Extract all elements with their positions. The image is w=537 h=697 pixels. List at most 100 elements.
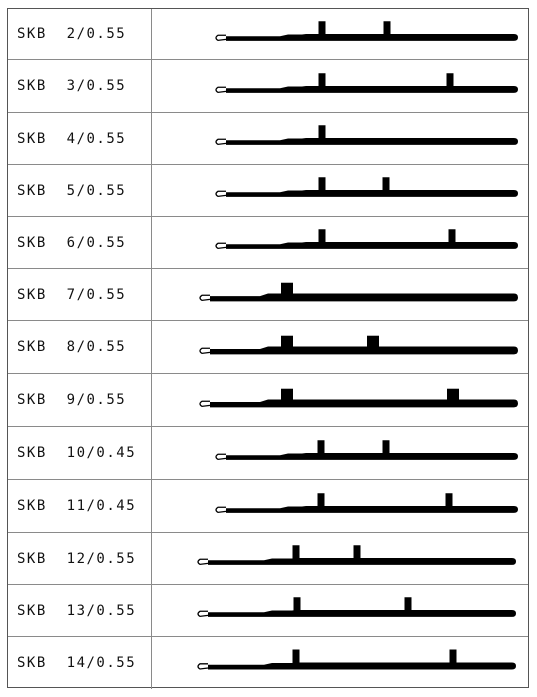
needle-row: SKB 8/0.55 [8, 321, 528, 374]
needle-label-cell: SKB 4/0.55 [8, 113, 152, 164]
needle-hook [199, 400, 211, 408]
needle-label-cell: SKB 9/0.55 [8, 374, 152, 426]
needle-shaft [226, 506, 518, 513]
needle-model-label: SKB 10/0.45 [17, 445, 137, 461]
needle-row: SKB 5/0.55 [8, 165, 528, 217]
needle-drawing [199, 335, 518, 355]
needle-butt [317, 440, 325, 454]
needle-butt [318, 21, 326, 35]
needle-butt [317, 493, 325, 507]
needle-drawing [199, 282, 518, 302]
needle-butt [318, 125, 326, 139]
needle-row: SKB 4/0.55 [8, 113, 528, 165]
needle-hook [215, 242, 227, 250]
needle-shaft [208, 610, 516, 617]
needle-hook [197, 558, 209, 566]
needle-model-label: SKB 14/0.55 [17, 655, 137, 671]
needle-butt [292, 649, 300, 664]
needle-label-cell: SKB 2/0.55 [8, 9, 152, 59]
needle-drawing [215, 125, 518, 146]
needle-drawing [197, 545, 516, 566]
needle-hook [199, 347, 211, 355]
needle-label-cell: SKB 3/0.55 [8, 60, 152, 112]
needle-shaft [226, 86, 518, 93]
needle-butt [446, 73, 454, 87]
needle-drawing-cell [152, 480, 528, 532]
needle-butt [318, 177, 326, 191]
needle-butt [447, 388, 459, 401]
needle-butt [383, 21, 391, 35]
needle-drawing [215, 21, 518, 42]
needle-row: SKB 14/0.55 [8, 637, 528, 689]
needle-row: SKB 9/0.55 [8, 374, 528, 427]
needle-label-cell: SKB 14/0.55 [8, 637, 152, 689]
needle-drawing-cell [152, 374, 528, 426]
needle-row: SKB 11/0.45 [8, 480, 528, 533]
needle-butt [382, 440, 390, 454]
needle-shaft [226, 138, 518, 145]
needle-label-cell: SKB 7/0.55 [8, 269, 152, 320]
needle-hook [215, 506, 227, 514]
needle-model-label: SKB 5/0.55 [17, 182, 127, 199]
needle-row: SKB 13/0.55 [8, 585, 528, 637]
needle-drawing [215, 73, 518, 94]
needle-drawing-cell [152, 113, 528, 164]
needle-shaft [208, 558, 516, 565]
needle-hook [197, 663, 209, 670]
needle-drawing [197, 597, 516, 618]
needle-drawing-cell [152, 9, 528, 59]
needle-drawing-cell [152, 637, 528, 689]
needle-hook [215, 138, 227, 146]
needle-label-cell: SKB 12/0.55 [8, 533, 152, 584]
needle-label-cell: SKB 5/0.55 [8, 165, 152, 216]
needle-label-cell: SKB 13/0.55 [8, 585, 152, 636]
needle-model-label: SKB 4/0.55 [17, 130, 127, 147]
needle-drawing-cell [152, 60, 528, 112]
needle-butt [318, 229, 326, 243]
needle-butt [292, 545, 300, 559]
needle-drawing-cell [152, 217, 528, 268]
needle-row: SKB 12/0.55 [8, 533, 528, 585]
needle-label-cell: SKB 6/0.55 [8, 217, 152, 268]
needle-row: SKB 2/0.55 [8, 9, 528, 60]
needle-drawing [199, 388, 518, 408]
needle-model-label: SKB 7/0.55 [17, 286, 127, 303]
needle-row: SKB 3/0.55 [8, 60, 528, 113]
needle-drawing-cell [152, 427, 528, 479]
needle-drawing [215, 177, 518, 198]
needle-label-cell: SKB 10/0.45 [8, 427, 152, 479]
needle-butt [449, 649, 457, 664]
needle-hook [215, 453, 227, 461]
needle-butt [293, 597, 301, 611]
needle-drawing-cell [152, 321, 528, 373]
needle-shaft [210, 399, 518, 408]
needle-model-label: SKB 12/0.55 [17, 550, 137, 567]
needle-butt [318, 73, 326, 87]
needle-shaft [226, 453, 518, 460]
needle-model-label: SKB 11/0.45 [17, 498, 137, 514]
needle-label-cell: SKB 8/0.55 [8, 321, 152, 373]
needle-drawing-cell [152, 269, 528, 320]
needle-butt [404, 597, 412, 611]
needle-spec-sheet: SKB 2/0.55 SKB 3/0.55 SKB 4/0.55 SKB 5/0.55… [7, 8, 529, 689]
needle-butt [281, 335, 293, 348]
needle-butt [353, 545, 361, 559]
needle-butt [281, 282, 293, 295]
needle-row: SKB 10/0.45 [8, 427, 528, 480]
needle-butt [382, 177, 390, 191]
needle-hook [215, 34, 227, 42]
needle-model-label: SKB 9/0.55 [17, 392, 127, 408]
needle-row: SKB 6/0.55 [8, 217, 528, 269]
needle-drawing [197, 649, 516, 670]
needle-shaft [226, 34, 518, 41]
needle-shaft [226, 190, 518, 197]
needle-butt [448, 229, 456, 243]
needle-label-cell: SKB 11/0.45 [8, 480, 152, 532]
needle-drawing-cell [152, 165, 528, 216]
needle-butt [445, 493, 453, 507]
needle-model-label: SKB 8/0.55 [17, 339, 127, 355]
needle-shaft [226, 242, 518, 249]
needle-hook [199, 294, 211, 302]
needle-hook [215, 86, 227, 94]
needle-row: SKB 7/0.55 [8, 269, 528, 321]
